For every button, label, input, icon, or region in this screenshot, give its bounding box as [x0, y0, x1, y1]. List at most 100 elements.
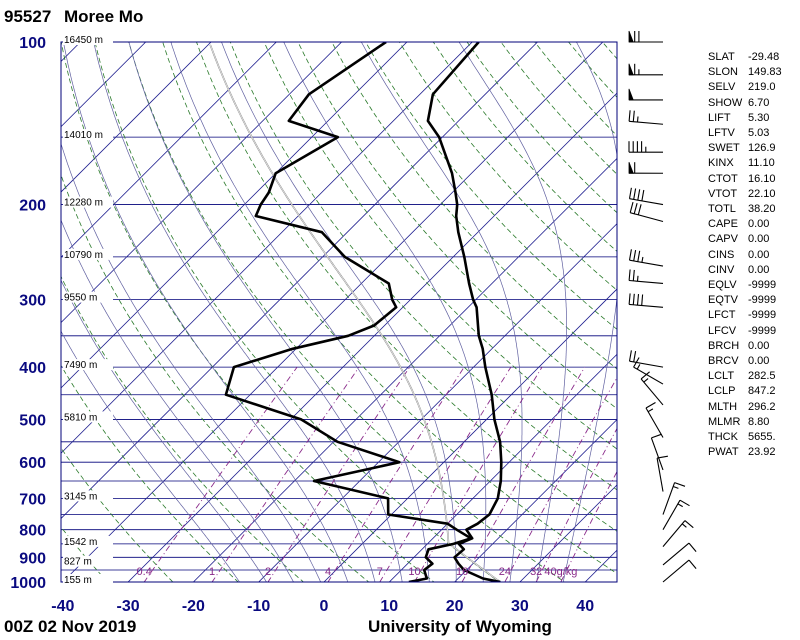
dry-adiabat-line	[229, 42, 617, 491]
temperature-tick-label: -40	[51, 598, 74, 615]
height-labels: 16450 m 14010 m 12280 m 10790 m 9550 m 7490 m…	[63, 34, 113, 586]
wind-barb-staff	[662, 482, 676, 515]
index-key: CAPE	[708, 218, 738, 231]
moist-adiabat-line	[93, 42, 376, 582]
index-value: 6.70	[748, 96, 770, 109]
height-label: 12280 m	[64, 198, 103, 209]
index-value: 296.2	[748, 400, 776, 413]
height-label-bg	[63, 535, 113, 547]
mixing-ratio-line	[327, 366, 465, 582]
isotherm-line	[323, 288, 617, 582]
wind-barb-full	[684, 520, 694, 529]
wind-barb-full	[633, 203, 638, 214]
index-key: THCK	[708, 431, 738, 444]
wind-barb	[628, 110, 664, 125]
moist-adiabat-line	[61, 330, 240, 582]
isotherm-line	[258, 223, 617, 582]
temperature-tick-label: 30	[511, 598, 529, 615]
temperature-tick-label: -30	[117, 598, 140, 615]
index-row: CINV 0.00	[708, 263, 798, 278]
index-value: -9999	[748, 324, 777, 337]
wind-barb-full	[632, 110, 635, 122]
index-row: LCLP 847.2	[708, 384, 798, 399]
wind-barb-full	[628, 249, 632, 261]
wind-barb-flag	[628, 162, 634, 174]
index-value: 0.00	[748, 218, 770, 231]
moist-adiabat-line	[61, 279, 267, 582]
index-row: SLON 149.83	[708, 65, 798, 80]
index-row: EQLV -9999	[708, 278, 798, 293]
index-key: BRCH	[708, 339, 740, 352]
wind-barb-full	[641, 294, 644, 306]
index-key: SLON	[708, 66, 738, 79]
index-value: 149.83	[748, 66, 782, 79]
moist-adiabat-line	[283, 42, 487, 582]
height-label-bg	[63, 129, 113, 141]
index-key: LIFT	[708, 111, 731, 124]
mixing-ratio-label: 16	[456, 566, 468, 578]
temperature-tick-label: -20	[182, 598, 205, 615]
wind-barb-half	[681, 523, 687, 528]
index-row: BRCH 0.00	[708, 339, 798, 354]
mixing-ratio-lines	[143, 366, 617, 582]
wind-barb-full	[688, 542, 697, 552]
index-key: CTOT	[708, 172, 738, 185]
wind-barb-flag	[628, 88, 634, 101]
height-label-bg	[63, 574, 113, 585]
height-label: 14010 m	[64, 130, 103, 141]
index-key: LFTV	[708, 127, 735, 140]
temperature-tick-label: 40	[576, 598, 594, 615]
moist-adiabat-line	[128, 42, 403, 582]
wind-barb-staff	[662, 542, 690, 566]
pressure-tick-label: 1000	[10, 575, 46, 592]
pressure-tick-label: 500	[19, 412, 46, 429]
index-row: CAPV 0.00	[708, 232, 798, 247]
wind-barb	[628, 293, 664, 308]
index-row: MLMR 8.80	[708, 415, 798, 430]
index-key: CAPV	[708, 233, 738, 246]
index-value: 0.00	[748, 233, 770, 246]
wind-barb-staff	[629, 120, 664, 125]
index-key: PWAT	[708, 446, 739, 459]
isotherm-line	[62, 42, 604, 582]
temperature-tick-label: 20	[446, 598, 464, 615]
index-value: 282.5	[748, 370, 776, 383]
index-row: EQTV -9999	[708, 293, 798, 308]
wind-barb-staff	[629, 303, 664, 308]
index-key: LFCT	[708, 309, 736, 322]
mixing-ratio-line	[379, 366, 512, 582]
wind-barb-half	[677, 503, 683, 508]
wind-barb	[628, 141, 664, 153]
wind-barb	[645, 402, 664, 438]
pressure-tick-label: 600	[19, 455, 46, 472]
index-key: LCLT	[708, 370, 735, 383]
isobar-lines	[61, 42, 617, 582]
wind-barb-half	[641, 256, 644, 263]
index-value: 5655.	[748, 431, 776, 444]
wind-barb	[640, 371, 664, 406]
index-row: LFTV 5.03	[708, 126, 798, 141]
mixing-ratio-line	[267, 366, 411, 582]
index-value: 23.92	[748, 446, 776, 459]
index-key: LFCV	[708, 324, 737, 337]
moist-adiabat-line	[221, 42, 457, 582]
index-key: MLTH	[708, 400, 738, 413]
height-label: 9550 m	[64, 293, 97, 304]
height-label-bg	[63, 34, 113, 45]
wind-barb-staff	[650, 437, 664, 471]
wind-barb-staff	[630, 212, 664, 223]
height-label-bg	[63, 490, 113, 502]
index-key: EQLV	[708, 279, 737, 292]
pressure-tick-label: 300	[19, 293, 46, 310]
pressure-tick-labels: 100 200 300 400 500 600 700 800 900 1000	[10, 35, 46, 592]
index-row: SWET 126.9	[708, 141, 798, 156]
index-row: LFCV -9999	[708, 324, 798, 339]
wind-barb-half	[636, 116, 639, 123]
index-row: KINX 11.10	[708, 156, 798, 171]
dry-adiabat-line	[61, 275, 305, 582]
wind-barb-full	[632, 293, 635, 305]
moist-adiabat-line	[458, 42, 567, 582]
dry-adiabat-line	[196, 42, 617, 532]
index-key: MLMR	[708, 415, 741, 428]
wind-barb-full	[674, 482, 686, 487]
